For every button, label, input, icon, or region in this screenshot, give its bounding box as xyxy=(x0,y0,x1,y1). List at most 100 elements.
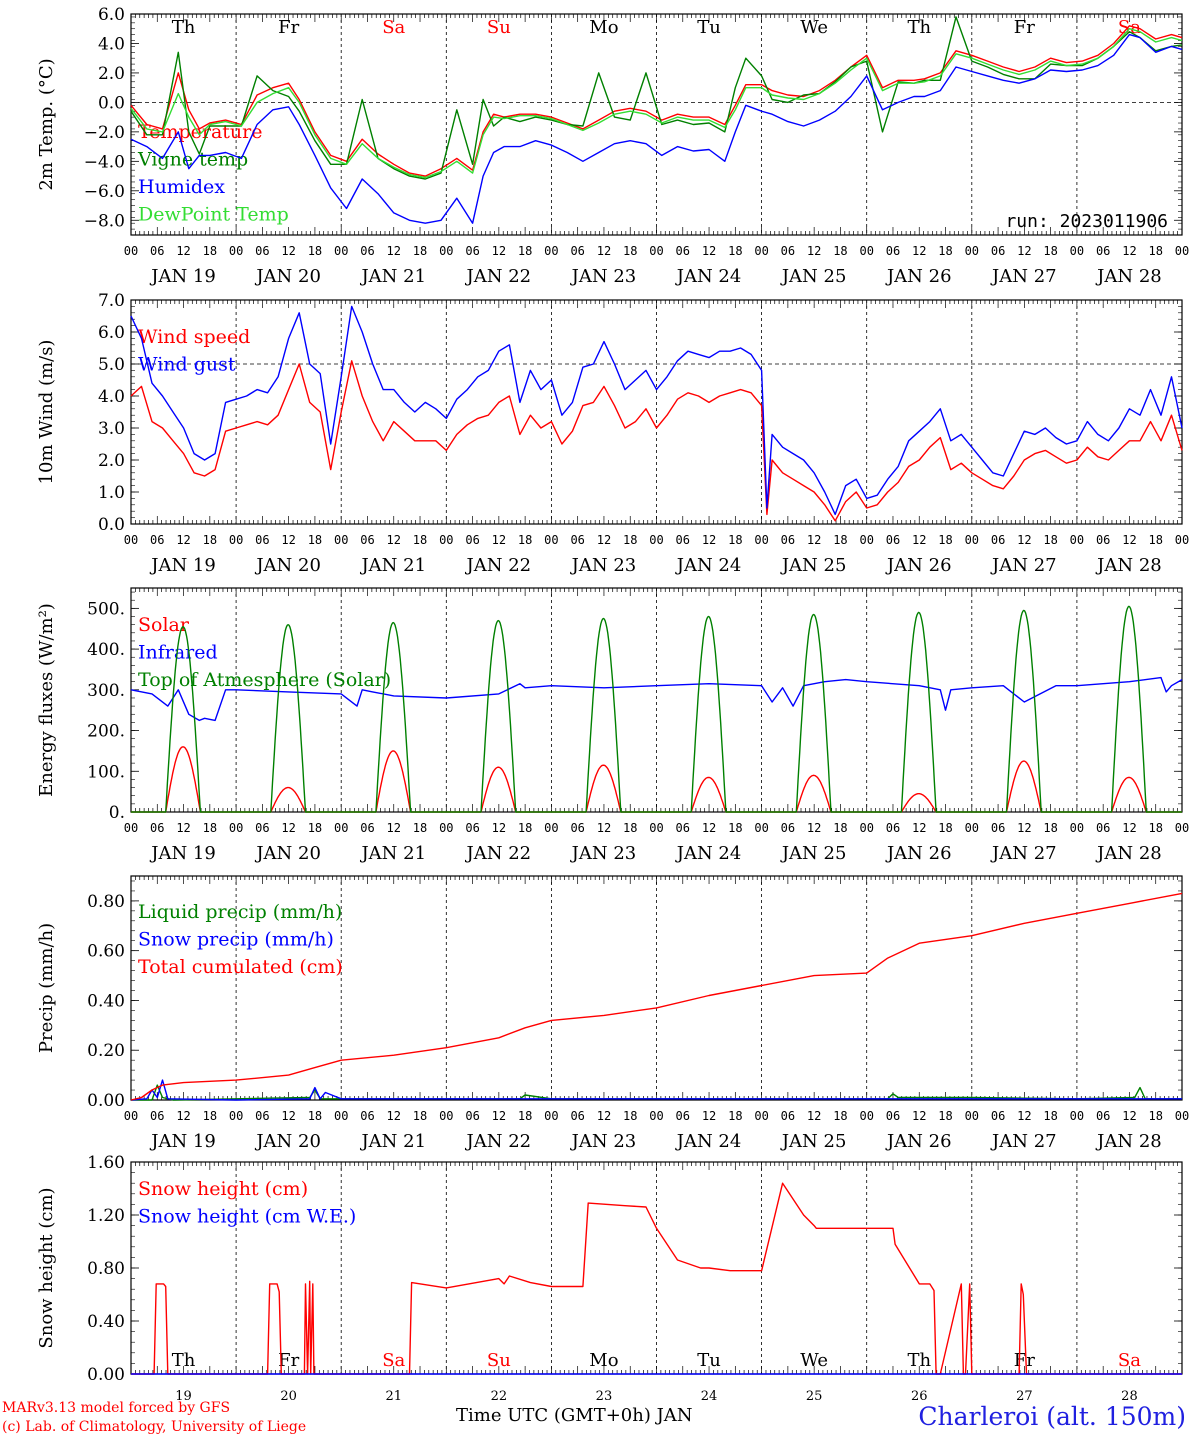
legend-entry: Temperature xyxy=(138,121,262,143)
hour-tick-label: 12 xyxy=(281,244,295,258)
date-label: JAN 26 xyxy=(885,266,952,287)
y-tick-label: 2.0 xyxy=(98,64,125,84)
day-number-label: 20 xyxy=(280,1389,297,1404)
day-number-label: 21 xyxy=(385,1389,402,1404)
hour-tick-label: 18 xyxy=(518,1109,532,1123)
hour-tick-label: 06 xyxy=(1096,1109,1110,1123)
hour-tick-label: 00 xyxy=(334,821,348,835)
date-label: JAN 21 xyxy=(359,555,426,576)
series-line xyxy=(130,305,1183,516)
hour-tick-label: 18 xyxy=(308,1109,322,1123)
date-label: JAN 22 xyxy=(465,266,532,287)
y-tick-label: 0.80 xyxy=(87,892,125,912)
hour-tick-label: 12 xyxy=(176,533,190,547)
hour-tick-label: 00 xyxy=(754,821,768,835)
date-label: JAN 26 xyxy=(885,1131,952,1152)
hour-tick-label: 18 xyxy=(518,533,532,547)
hour-tick-label: 00 xyxy=(649,533,663,547)
hour-tick-label: 12 xyxy=(912,821,926,835)
hour-tick-label: 12 xyxy=(807,1109,821,1123)
legend-entry: Solar xyxy=(138,614,190,636)
hour-tick-label: 12 xyxy=(387,821,401,835)
hour-tick-label: 18 xyxy=(1148,533,1162,547)
date-label: JAN 25 xyxy=(780,843,847,864)
hour-tick-label: 00 xyxy=(649,244,663,258)
hour-tick-label: 18 xyxy=(623,821,637,835)
y-tick-label: 0.0 xyxy=(98,93,125,113)
hour-tick-label: 06 xyxy=(886,1109,900,1123)
day-number-label: 27 xyxy=(1016,1389,1033,1404)
hour-tick-label: 18 xyxy=(728,821,742,835)
y-tick-label: −4.0 xyxy=(84,152,125,172)
hour-tick-label: 18 xyxy=(938,533,952,547)
hour-tick-label: 06 xyxy=(676,533,690,547)
hour-tick-label: 06 xyxy=(991,244,1005,258)
hour-tick-label: 06 xyxy=(781,821,795,835)
hour-tick-label: 06 xyxy=(255,533,269,547)
hour-tick-label: 18 xyxy=(938,244,952,258)
weekday-label: Tu xyxy=(697,1350,721,1371)
date-label: JAN 22 xyxy=(465,555,532,576)
hour-tick-label: 00 xyxy=(1175,821,1189,835)
station-title: Charleroi (alt. 150m) xyxy=(918,1402,1186,1431)
date-label: JAN 28 xyxy=(1095,555,1162,576)
weekday-label: We xyxy=(800,17,828,38)
hour-tick-label: 00 xyxy=(124,533,138,547)
hour-tick-label: 00 xyxy=(754,533,768,547)
y-tick-label: 0.0 xyxy=(98,515,125,535)
hour-tick-label: 06 xyxy=(886,821,900,835)
y-tick-label: 0.00 xyxy=(87,1365,125,1385)
hour-tick-label: 06 xyxy=(570,533,584,547)
weekday-label: Fr xyxy=(1014,17,1035,38)
hour-tick-label: 00 xyxy=(859,1109,873,1123)
hour-tick-label: 18 xyxy=(308,244,322,258)
hour-tick-label: 12 xyxy=(492,244,506,258)
hour-tick-label: 00 xyxy=(544,244,558,258)
legend-entry: Snow height (cm) xyxy=(138,1178,308,1200)
hour-tick-label: 18 xyxy=(1043,821,1057,835)
hour-tick-label: 18 xyxy=(938,1109,952,1123)
hour-tick-label: 12 xyxy=(1122,533,1136,547)
hour-tick-label: 18 xyxy=(308,533,322,547)
hour-tick-label: 12 xyxy=(1122,821,1136,835)
hour-tick-label: 00 xyxy=(229,244,243,258)
series-line xyxy=(130,28,1183,179)
run-label: run: 2023011906 xyxy=(1005,211,1168,232)
hour-tick-label: 12 xyxy=(912,244,926,258)
y-tick-label: 500. xyxy=(87,599,125,619)
hour-tick-label: 06 xyxy=(1096,244,1110,258)
y-tick-label: 4.0 xyxy=(98,387,125,407)
hour-tick-label: 12 xyxy=(597,1109,611,1123)
hour-tick-label: 12 xyxy=(176,244,190,258)
hour-tick-label: 12 xyxy=(1122,244,1136,258)
hour-tick-label: 00 xyxy=(229,1109,243,1123)
date-label: JAN 20 xyxy=(254,843,321,864)
hour-tick-label: 12 xyxy=(702,1109,716,1123)
hour-tick-label: 00 xyxy=(334,1109,348,1123)
hour-tick-label: 06 xyxy=(150,533,164,547)
hour-tick-label: 12 xyxy=(1017,533,1031,547)
hour-tick-label: 18 xyxy=(623,1109,637,1123)
hour-tick-label: 06 xyxy=(676,244,690,258)
weekday-label: Th xyxy=(172,17,196,38)
hour-tick-label: 12 xyxy=(387,1109,401,1123)
hour-tick-label: 18 xyxy=(1043,533,1057,547)
y-tick-label: −8.0 xyxy=(84,211,125,231)
hour-tick-label: 00 xyxy=(965,821,979,835)
date-label: JAN 24 xyxy=(675,843,742,864)
hour-tick-label: 18 xyxy=(623,533,637,547)
hour-tick-label: 00 xyxy=(754,1109,768,1123)
date-label: JAN 19 xyxy=(149,1131,216,1152)
series-line xyxy=(130,892,1183,1101)
hour-tick-label: 18 xyxy=(1148,821,1162,835)
date-label: JAN 24 xyxy=(675,1131,742,1152)
hour-tick-label: 00 xyxy=(649,1109,663,1123)
weekday-label: Th xyxy=(907,17,931,38)
hour-tick-label: 12 xyxy=(176,1109,190,1123)
y-tick-label: 3.0 xyxy=(98,419,125,439)
hour-tick-label: 12 xyxy=(702,244,716,258)
hour-tick-label: 06 xyxy=(991,533,1005,547)
hour-tick-label: 06 xyxy=(991,821,1005,835)
hour-tick-label: 18 xyxy=(413,533,427,547)
